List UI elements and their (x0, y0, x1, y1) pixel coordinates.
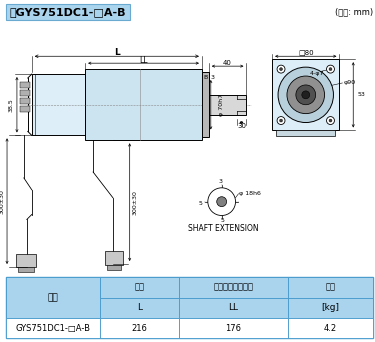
Bar (20, 106, 30, 111)
Text: 寸法（フランジ）: 寸法（フランジ） (213, 283, 254, 292)
Bar (100, 298, 179, 318)
Circle shape (329, 119, 332, 122)
Text: 38.5: 38.5 (9, 98, 14, 111)
Text: 53: 53 (357, 92, 365, 97)
Bar (209, 95, 246, 115)
Bar (6, 277, 100, 318)
Circle shape (217, 197, 226, 207)
Text: 5: 5 (199, 201, 203, 206)
Bar (20, 90, 30, 96)
Bar (32, 74, 85, 135)
Text: φ90: φ90 (344, 80, 355, 86)
Text: SHAFT EXTENSION: SHAFT EXTENSION (188, 224, 259, 233)
Bar (6, 318, 100, 338)
Text: 形式: 形式 (48, 293, 58, 302)
Circle shape (277, 117, 285, 124)
Text: 300±30: 300±30 (133, 190, 138, 214)
Bar (6, 4, 130, 19)
Text: L: L (137, 303, 142, 313)
Text: 3: 3 (219, 180, 223, 184)
Circle shape (287, 76, 324, 114)
Text: B: B (203, 75, 207, 80)
Bar (105, 251, 123, 265)
Text: (単位: mm): (単位: mm) (335, 7, 373, 16)
Text: φ 70h7: φ 70h7 (219, 94, 224, 116)
Bar (85, 69, 202, 140)
Bar (288, 318, 373, 338)
Text: 216: 216 (132, 324, 147, 333)
Bar (272, 59, 339, 130)
Circle shape (278, 67, 333, 122)
Text: 質量: 質量 (326, 283, 336, 292)
Text: 5: 5 (221, 218, 225, 223)
Bar (276, 130, 335, 136)
Circle shape (296, 85, 316, 105)
Circle shape (208, 188, 236, 215)
Bar (179, 318, 288, 338)
Bar (20, 98, 30, 104)
Text: 4-φ7: 4-φ7 (310, 70, 324, 76)
Bar (288, 277, 373, 298)
Text: 40: 40 (223, 60, 232, 66)
Text: LL: LL (139, 56, 148, 65)
Bar (20, 82, 30, 88)
Circle shape (327, 117, 334, 124)
Bar (107, 265, 121, 270)
Bar (100, 277, 179, 298)
Text: L: L (114, 48, 120, 57)
Circle shape (302, 91, 310, 99)
Bar (18, 267, 34, 272)
Bar (179, 277, 288, 298)
Circle shape (329, 68, 332, 70)
Text: GYS751DC1-□A-B: GYS751DC1-□A-B (15, 324, 90, 333)
Text: φ 18h6: φ 18h6 (240, 191, 261, 196)
Text: [kg]: [kg] (321, 303, 339, 313)
Bar (6, 277, 373, 338)
Text: 300±30: 300±30 (0, 189, 4, 214)
Text: 3: 3 (211, 75, 215, 80)
Text: 4.2: 4.2 (324, 324, 337, 333)
Bar (202, 72, 209, 137)
Text: 全長: 全長 (135, 283, 145, 292)
Text: ・GYS751DC1-□A-B: ・GYS751DC1-□A-B (10, 7, 126, 17)
Circle shape (279, 68, 282, 70)
Bar (6, 277, 100, 298)
Circle shape (279, 119, 282, 122)
Text: □80: □80 (298, 49, 314, 55)
Text: 30: 30 (237, 123, 246, 130)
Bar (288, 298, 373, 318)
Circle shape (327, 65, 334, 73)
Bar (179, 298, 288, 318)
Bar (16, 254, 36, 267)
Bar (100, 318, 179, 338)
Text: LL: LL (228, 303, 238, 313)
Text: 176: 176 (225, 324, 242, 333)
Circle shape (277, 65, 285, 73)
